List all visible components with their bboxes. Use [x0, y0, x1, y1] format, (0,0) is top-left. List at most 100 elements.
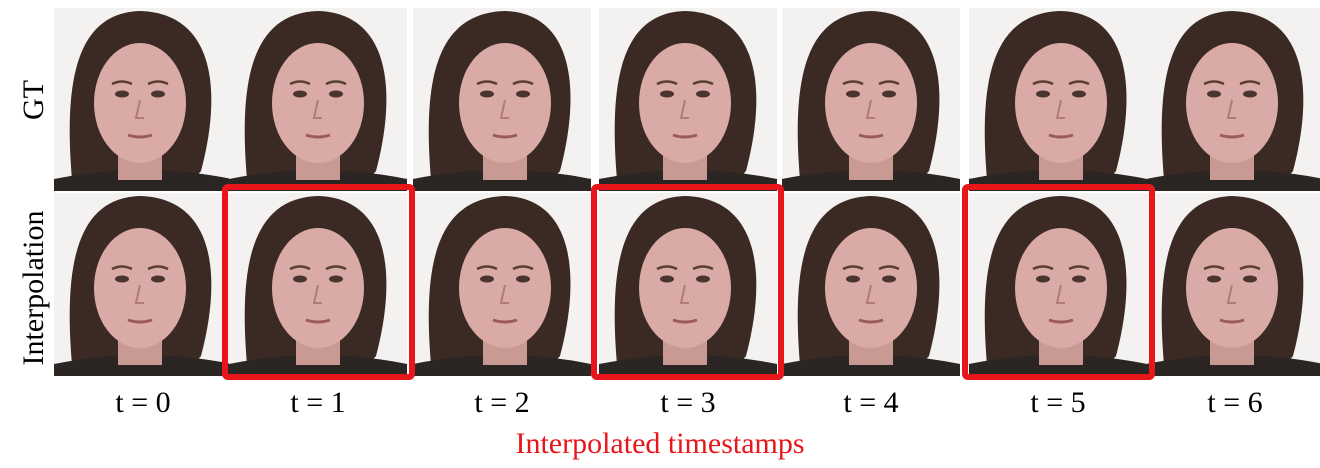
- mouth: [492, 318, 518, 324]
- mouth: [1048, 133, 1074, 139]
- mouth: [672, 318, 698, 324]
- shoulders: [413, 170, 591, 191]
- column-label: t = 3: [660, 386, 715, 419]
- nose: [679, 284, 689, 304]
- nose: [865, 284, 875, 304]
- column-label: t = 2: [474, 386, 529, 419]
- brow: [842, 80, 900, 86]
- eye: [329, 90, 343, 98]
- nose: [312, 99, 322, 119]
- photo: [1146, 8, 1320, 191]
- nose: [134, 99, 144, 119]
- eye: [660, 275, 674, 283]
- shoulders: [413, 355, 591, 376]
- photo: [969, 193, 1147, 376]
- mouth: [858, 133, 884, 139]
- eye: [846, 275, 860, 283]
- highlight-boxes: [222, 184, 1155, 380]
- eye: [696, 275, 710, 283]
- brow: [289, 80, 347, 86]
- brow: [289, 265, 347, 271]
- eye: [1243, 90, 1257, 98]
- mouth: [1219, 318, 1245, 324]
- eye: [151, 275, 165, 283]
- mouth: [492, 133, 518, 139]
- shoulders: [782, 355, 960, 376]
- photo: [969, 8, 1147, 191]
- highlight-box: [222, 184, 415, 380]
- highlight-box: [962, 184, 1155, 380]
- photo: [599, 193, 777, 376]
- caption: Interpolated timestamps: [515, 427, 804, 460]
- photo: [229, 193, 407, 376]
- mouth: [305, 133, 331, 139]
- mouth: [127, 133, 153, 139]
- photo: [413, 193, 591, 376]
- eye: [115, 90, 129, 98]
- nose: [679, 99, 689, 119]
- eye: [660, 90, 674, 98]
- nose: [499, 284, 509, 304]
- mouth: [1219, 133, 1245, 139]
- nose: [499, 99, 509, 119]
- eye: [846, 90, 860, 98]
- eye: [696, 90, 710, 98]
- shoulders: [54, 170, 232, 191]
- eye: [293, 275, 307, 283]
- brow: [656, 265, 714, 271]
- brow: [111, 80, 169, 86]
- nose: [1226, 99, 1236, 119]
- column-label: t = 1: [290, 386, 345, 419]
- shoulders: [229, 355, 407, 376]
- eye: [480, 275, 494, 283]
- brow: [476, 80, 534, 86]
- photo: [1146, 193, 1320, 376]
- row-label: Interpolation: [17, 211, 50, 366]
- brow: [1203, 265, 1261, 271]
- eye: [1036, 90, 1050, 98]
- column-label: t = 6: [1207, 386, 1262, 419]
- image-grid: [54, 8, 1320, 376]
- brow: [111, 265, 169, 271]
- photo: [229, 8, 407, 191]
- mouth: [1048, 318, 1074, 324]
- eye: [1207, 275, 1221, 283]
- mouth: [858, 318, 884, 324]
- eye: [151, 90, 165, 98]
- nose: [1055, 99, 1065, 119]
- nose: [312, 284, 322, 304]
- eye: [1207, 90, 1221, 98]
- photo: [599, 8, 777, 191]
- eye: [1072, 275, 1086, 283]
- shoulders: [782, 170, 960, 191]
- column-label: t = 0: [115, 386, 170, 419]
- eye: [329, 275, 343, 283]
- eye: [882, 275, 896, 283]
- photo: [54, 8, 232, 191]
- shoulders: [54, 355, 232, 376]
- column-label: t = 4: [843, 386, 898, 419]
- column-label: t = 5: [1030, 386, 1085, 419]
- nose: [865, 99, 875, 119]
- eye: [516, 275, 530, 283]
- photo: [782, 193, 960, 376]
- brow: [1203, 80, 1261, 86]
- photo: [782, 8, 960, 191]
- eye: [516, 90, 530, 98]
- column-labels: t = 0 t = 1 t = 2 t = 3 t = 4 t = 5 t = 6: [115, 386, 1262, 419]
- shoulders: [599, 355, 777, 376]
- nose: [134, 284, 144, 304]
- eye: [293, 90, 307, 98]
- eye: [882, 90, 896, 98]
- row-label: GT: [17, 80, 50, 120]
- brow: [1032, 265, 1090, 271]
- eye: [115, 275, 129, 283]
- eye: [1036, 275, 1050, 283]
- shoulders: [1146, 355, 1320, 376]
- brow: [476, 265, 534, 271]
- shoulders: [1146, 170, 1320, 191]
- brow: [842, 265, 900, 271]
- mouth: [127, 318, 153, 324]
- brow: [656, 80, 714, 86]
- eye: [1243, 275, 1257, 283]
